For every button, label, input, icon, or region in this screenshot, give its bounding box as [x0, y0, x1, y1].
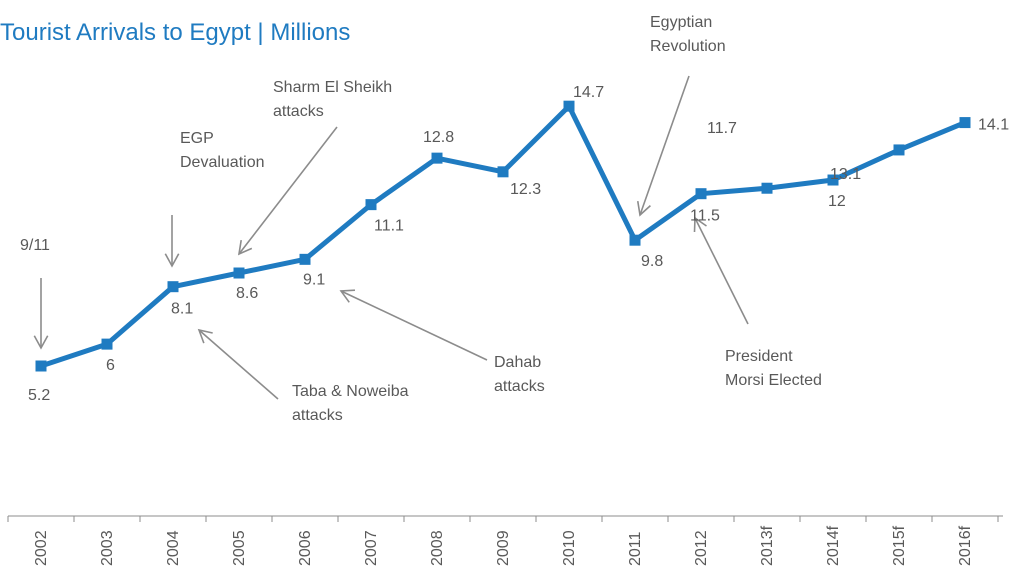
x-tick-label: 2014f	[825, 525, 842, 566]
data-label-2012: 11.5	[690, 208, 720, 225]
x-tick-label: 2002	[33, 530, 50, 566]
data-point-2010	[563, 100, 575, 112]
data-point-2016f	[959, 117, 971, 129]
x-tick-label: 2008	[429, 530, 446, 566]
annotation-text-5: Egyptian	[650, 14, 712, 31]
data-label-2010: 14.7	[573, 84, 604, 101]
x-tick-label: 2009	[495, 530, 512, 566]
annotation-arrows	[33, 75, 749, 400]
annotation-text-6: President	[725, 348, 793, 365]
annotation-arrow-0	[33, 278, 49, 350]
annotation-arrow-3	[197, 328, 279, 400]
annotation-text-4: attacks	[494, 378, 545, 395]
data-label-2009: 12.3	[510, 181, 541, 198]
data-point-2009	[497, 166, 509, 178]
annotation-text-5: Revolution	[650, 38, 726, 55]
x-tick-label: 2015f	[891, 525, 908, 566]
data-point-2013f	[761, 182, 773, 194]
chart-title: Tourist Arrivals to Egypt | Millions	[0, 19, 350, 46]
data-point-2007	[365, 199, 377, 211]
data-label-2006: 9.1	[303, 271, 325, 288]
annotation-arrow-6	[693, 216, 749, 325]
annotation-arrow-4	[339, 289, 488, 361]
annotation-text-0: 9/11	[20, 237, 50, 254]
data-label-2011: 9.8	[641, 253, 663, 270]
annotation-arrow-5	[636, 75, 690, 217]
annotation-text-3: Taba & Noweiba	[292, 383, 409, 400]
annotation-text-1: EGP	[180, 130, 214, 147]
data-point-2008	[431, 152, 443, 164]
annotations: 9/11 EGP Devaluation Sharm El Sheikh attacks…	[20, 14, 822, 424]
data-point-2004	[167, 281, 179, 293]
annotation-arrow-1	[164, 215, 180, 268]
data-label-2004: 8.1	[171, 301, 193, 318]
series-tourist-arrivals	[35, 100, 971, 372]
data-label-2007: 11.1	[374, 218, 404, 235]
data-point-2006	[299, 253, 311, 265]
x-tick-label: 2016f	[957, 525, 974, 566]
x-tick-label: 2003	[99, 530, 116, 566]
x-tick-label: 2004	[165, 530, 182, 566]
data-label-2014f: 12	[828, 193, 846, 210]
x-tick-label: 2005	[231, 530, 248, 566]
data-point-2015f	[893, 144, 905, 156]
data-point-2011	[629, 234, 641, 246]
x-tick-label: 2010	[561, 530, 578, 566]
annotation-text-2: Sharm El Sheikh	[273, 79, 392, 96]
data-point-2002	[35, 360, 47, 372]
data-label-2002: 5.2	[28, 387, 50, 404]
data-label-2005: 8.6	[236, 285, 258, 302]
data-label-2008: 12.8	[423, 129, 454, 146]
x-tick-label: 2012	[693, 530, 710, 566]
data-label-2013f: 11.7	[707, 120, 737, 137]
data-label-2016f: 14.1	[978, 117, 1009, 134]
x-tick-label: 2006	[297, 530, 314, 566]
data-point-2014f	[827, 174, 839, 186]
annotation-text-2: attacks	[273, 103, 324, 120]
annotation-text-1: Devaluation	[180, 154, 265, 171]
x-axis: 2002 2003 2004 2005 2006 2007 2008 2009 2010 2011…	[7, 515, 1003, 566]
x-tick-label: 2011	[627, 531, 644, 566]
data-labels: 5.2 6 8.1 8.6 9.1 11.1 12.8 12.3 14.7 9.8 11.5 11.7…	[28, 84, 1009, 404]
annotation-text-4: Dahab	[494, 354, 541, 371]
annotation-text-3: attacks	[292, 407, 343, 424]
annotation-arrow-2	[237, 126, 338, 256]
data-point-2012	[695, 188, 707, 200]
x-tick-label: 2007	[363, 530, 380, 566]
data-point-2003	[101, 338, 113, 350]
data-label-2015f: 13.1	[830, 166, 861, 183]
data-point-2005	[233, 267, 245, 279]
annotation-text-6: Morsi Elected	[725, 372, 822, 389]
x-tick-label: 2013f	[759, 525, 776, 566]
data-label-2003: 6	[106, 357, 115, 374]
